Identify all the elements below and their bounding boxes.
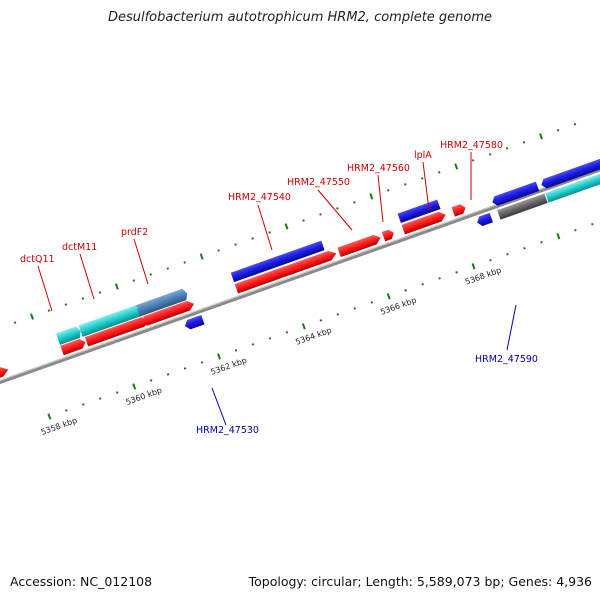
leader-prdf2 xyxy=(133,238,149,285)
gene-label-hrm2-47550[interactable]: HRM2_47550 xyxy=(287,177,350,188)
gene-right-blue-2[interactable] xyxy=(540,158,600,190)
label-leaders xyxy=(37,152,517,426)
gene-hrm2-47560[interactable] xyxy=(381,228,396,242)
gene-forward[interactable] xyxy=(0,365,10,385)
gene-hrm2-47590[interactable] xyxy=(475,212,493,227)
gene-hrm2-47530[interactable] xyxy=(183,315,205,331)
gene-right-gray[interactable] xyxy=(497,193,548,220)
gene-label-dctm11[interactable]: dctM11 xyxy=(62,242,97,253)
leader-hrm2-47590 xyxy=(506,304,517,351)
genome-title: Desulfobacterium autotrophicum HRM2, com… xyxy=(107,10,493,25)
leader-hrm2-47560 xyxy=(377,174,384,223)
leader-hrm2-47540 xyxy=(257,204,273,251)
gene-hrm2-47550[interactable] xyxy=(337,233,383,258)
gene-label-dctq11[interactable]: dctQ11 xyxy=(20,254,55,265)
leader-hrm2-47550 xyxy=(317,189,353,231)
scale-label: 5366 kbp xyxy=(379,296,418,317)
genome-backbone xyxy=(0,153,600,398)
genome-backbone-highlight xyxy=(0,153,600,395)
gene-label-hrm2-47590[interactable]: HRM2_47590 xyxy=(475,354,538,365)
gene-label-hrm2-47530[interactable]: HRM2_47530 xyxy=(196,425,259,436)
gene-label-lpla[interactable]: lplA xyxy=(414,150,432,161)
gene-hrm2-47580[interactable] xyxy=(451,203,468,217)
genome-summary-text: Topology: circular; Length: 5,589,073 bp… xyxy=(248,574,592,589)
scale-label: 5362 kbp xyxy=(209,356,248,377)
scale-tick-track xyxy=(47,222,594,420)
scale-label: 5364 kbp xyxy=(294,326,333,347)
scale-label: 5368 kbp xyxy=(464,266,503,287)
gene-label-hrm2-47540[interactable]: HRM2_47540 xyxy=(228,192,291,203)
gene-right-blue-1[interactable] xyxy=(491,181,540,207)
upper-tick-track xyxy=(13,123,577,324)
leader-hrm2-47530 xyxy=(211,387,227,426)
scale-label: 5360 kbp xyxy=(125,386,164,407)
accession-text: Accession: NC_012108 xyxy=(10,574,153,589)
gene-label-hrm2-47560[interactable]: HRM2_47560 xyxy=(347,163,410,174)
gene-hrm2-47540-reverse[interactable] xyxy=(230,240,325,283)
leader-dctq11 xyxy=(37,265,53,312)
gene-label-prdf2[interactable]: prdF2 xyxy=(121,227,148,238)
leader-lpla xyxy=(422,161,430,211)
gene-right-cyan[interactable] xyxy=(545,172,600,203)
gene-lpla[interactable] xyxy=(401,210,448,235)
gene-prdf2-operon[interactable] xyxy=(136,288,189,317)
gene-hrm2-47540[interactable] xyxy=(234,249,338,294)
gene-dctq11-operon[interactable] xyxy=(56,326,83,345)
leader-dctm11 xyxy=(79,253,95,300)
scale-label: 5358 kbp xyxy=(40,416,79,437)
gene-dctm11-operon[interactable] xyxy=(78,304,143,337)
gene-label-hrm2-47580[interactable]: HRM2_47580 xyxy=(440,140,503,151)
gene-dctm11[interactable] xyxy=(84,315,151,347)
gene-dctq11[interactable] xyxy=(60,337,87,356)
gene-prdf2[interactable] xyxy=(143,299,195,326)
gene-lpla-reverse[interactable] xyxy=(397,199,441,224)
